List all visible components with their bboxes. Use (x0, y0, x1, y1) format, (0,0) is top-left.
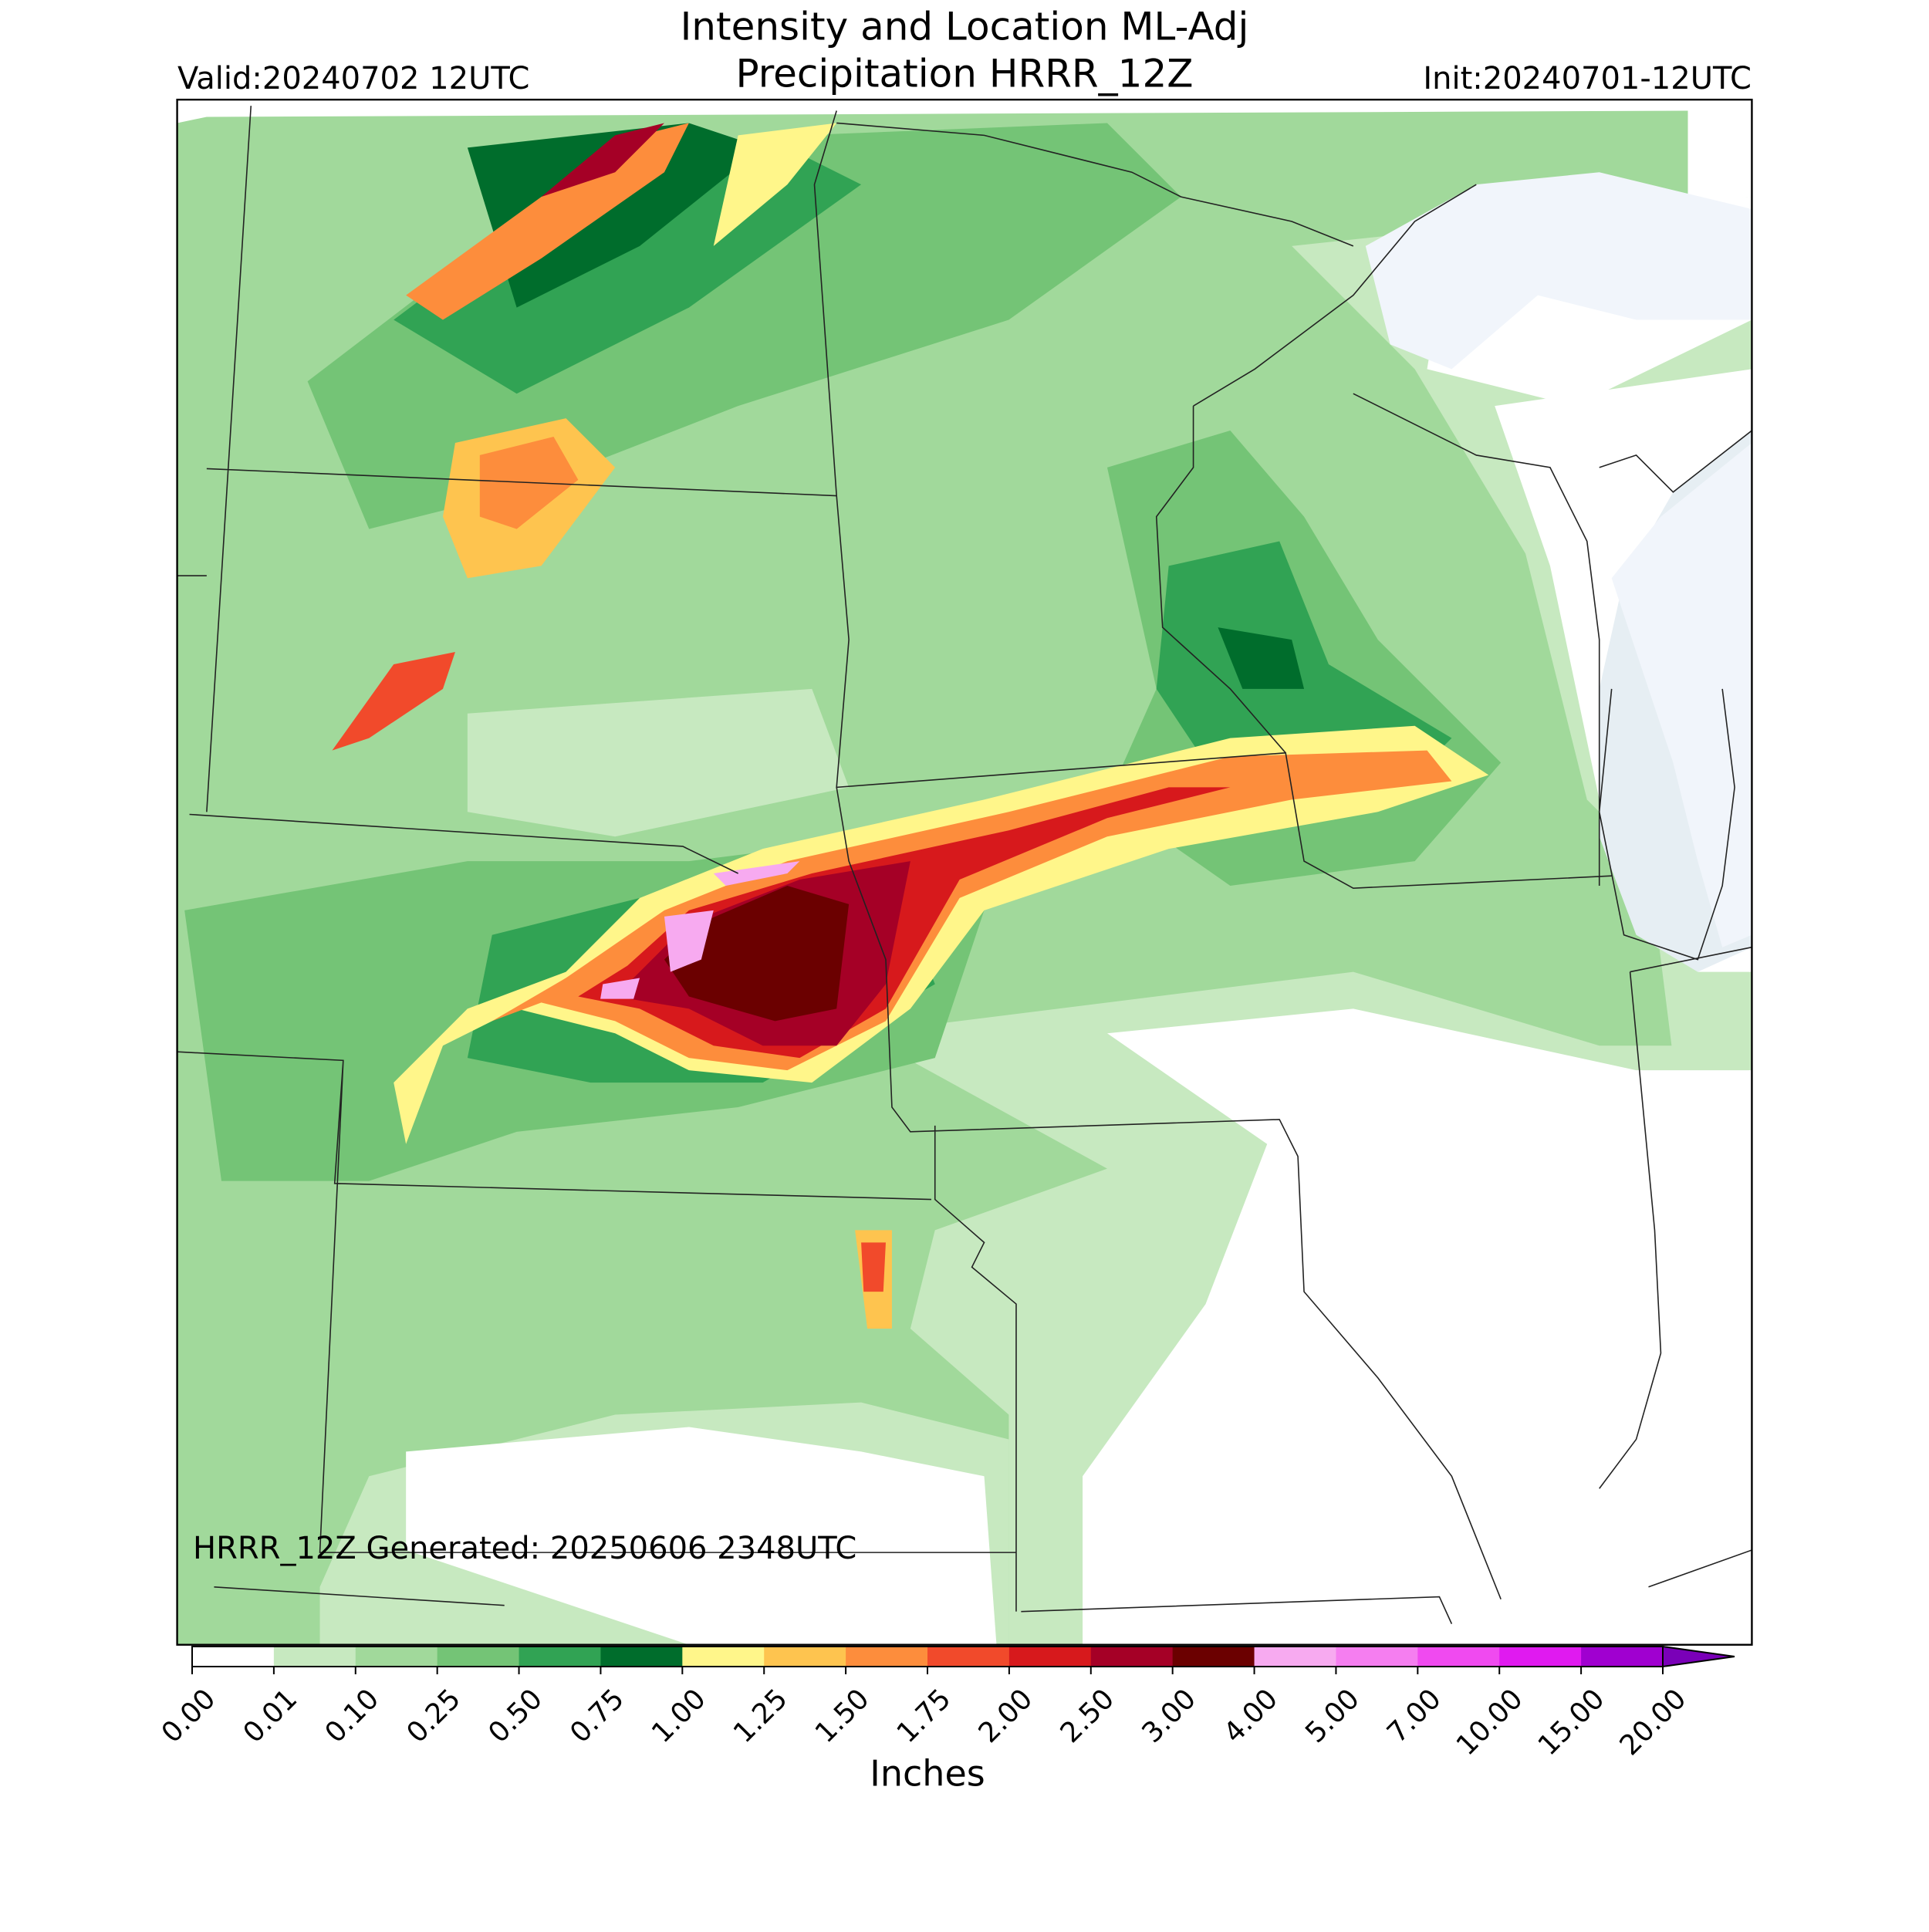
colorbar-segment (1172, 1647, 1255, 1667)
colorbar-tick-label: 1.75 (891, 1683, 958, 1749)
colorbar-extension (1662, 1645, 1735, 1668)
colorbar-segment (192, 1647, 275, 1667)
colorbar-tick-label: 1.50 (809, 1683, 876, 1749)
colorbar-tick-label: 1.00 (646, 1683, 712, 1749)
colorbar-label: Inches (870, 1753, 985, 1795)
colorbar-segment (846, 1647, 928, 1667)
colorbar-tick-label: 7.00 (1381, 1683, 1448, 1749)
colorbar-segment (1417, 1647, 1500, 1667)
colorbar-segment (273, 1647, 356, 1667)
colorbar-tick-label: 0.10 (319, 1683, 386, 1749)
colorbar-segment (682, 1647, 765, 1667)
colorbar-tick-label: 0.00 (156, 1683, 222, 1749)
title: Intensity and Location ML-Adj (681, 5, 1249, 49)
colorbar: 0.00 0.01 0.10 0.25 0.50 0.75 1.00 1.25 1.50 1.75… (156, 1645, 1735, 1761)
colorbar-segment (927, 1647, 1010, 1667)
colorbar-segment (764, 1647, 846, 1667)
colorbar-tick-label: 0.01 (238, 1683, 304, 1749)
colorbar-tick-label: 0.75 (564, 1683, 630, 1749)
colorbar-segment (1090, 1647, 1174, 1667)
colorbar-segment (1581, 1647, 1664, 1667)
colorbar-tick-label: 5.00 (1299, 1683, 1366, 1749)
colorbar-tick-label: 2.50 (1055, 1683, 1121, 1749)
init-time: Init:20240701-12UTC (1423, 61, 1752, 96)
colorbar-tick-label: 10.00 (1451, 1683, 1529, 1761)
generated-note: HRRR_12Z Generated: 20250606 2348UTC (193, 1531, 856, 1566)
colorbar-tick-label: 3.00 (1136, 1683, 1202, 1749)
colorbar-segment (437, 1647, 520, 1667)
valid-time: Valid:20240702 12UTC (177, 61, 529, 96)
colorbar-segment (1008, 1647, 1092, 1667)
title: Precipitation HRRR_12Z (735, 52, 1193, 96)
colorbar-tick-label: 0.25 (400, 1683, 467, 1749)
colorbar-tick-label: 1.25 (728, 1683, 794, 1749)
colorbar-tick-label: 4.00 (1218, 1683, 1284, 1749)
colorbar-segment (1336, 1647, 1418, 1667)
colorbar-tick-label: 15.00 (1532, 1683, 1611, 1761)
colorbar-segment (600, 1647, 683, 1667)
map (176, 98, 1753, 1646)
colorbar-segment (1254, 1647, 1336, 1667)
colorbar-segment (519, 1647, 601, 1667)
colorbar-segment (1499, 1647, 1582, 1667)
colorbar-tick-label: 0.50 (482, 1683, 549, 1749)
colorbar-segment (355, 1647, 438, 1667)
colorbar-tick-label: 2.00 (973, 1683, 1039, 1749)
colorbar-tick-label: 20.00 (1614, 1683, 1693, 1761)
